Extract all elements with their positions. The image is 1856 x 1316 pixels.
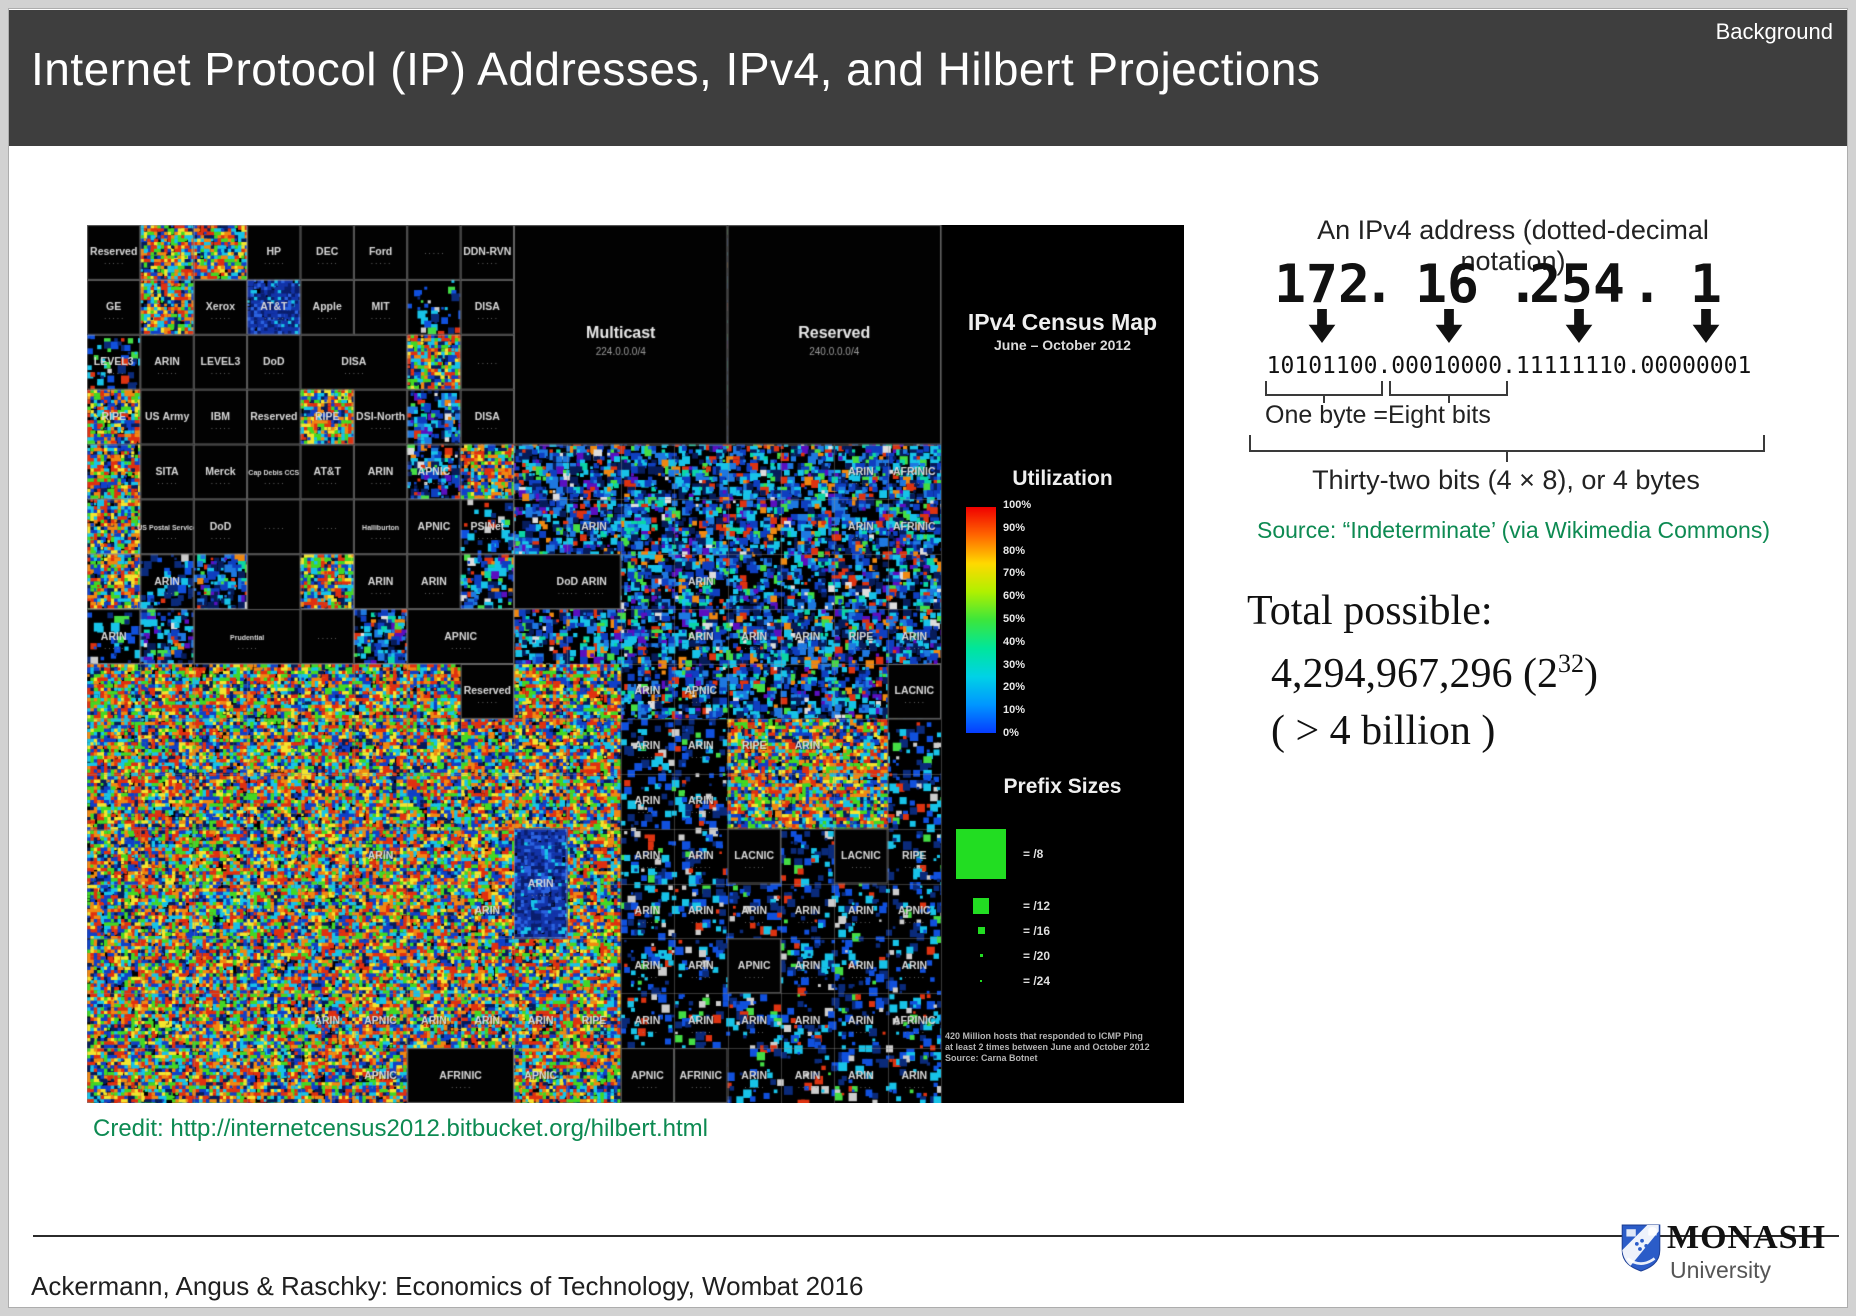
- utilization-tick-label: 100%: [1003, 499, 1032, 511]
- slide-title: Internet Protocol (IP) Addresses, IPv4, …: [31, 43, 1321, 95]
- census-map-title: IPv4 Census Map: [967, 309, 1158, 335]
- monash-wordmark: MONASH: [1667, 1219, 1826, 1256]
- footer-attribution: Ackermann, Angus & Raschky: Economics of…: [31, 1271, 864, 1301]
- utilization-tick-label: 10%: [1003, 704, 1026, 717]
- prefix-square-icon: [979, 954, 983, 957]
- prefix-item: = /16: [945, 918, 1181, 943]
- thirty-two-bits-label: Thirty-two bits (4 × 8), or 4 bytes: [1312, 465, 1700, 495]
- prefix-item-label: = /12: [1023, 898, 1051, 913]
- header-bar: Internet Protocol (IP) Addresses, IPv4, …: [9, 10, 1847, 146]
- prefix-square-icon: [980, 979, 982, 982]
- census-map-legend: IPv4 Census Map June – October 2012 Util…: [941, 225, 1184, 1103]
- prefix-item-label: = /20: [1023, 948, 1051, 963]
- total-possible-value: 4,294,967,296 (232): [1271, 649, 1598, 698]
- census-map-canvas: [87, 225, 1184, 1103]
- utilization-tick-label: 20%: [1003, 681, 1026, 694]
- census-map-subtitle: June – October 2012: [994, 337, 1131, 353]
- binary-row: 10101100.00010000.11111110.00000001: [1266, 353, 1752, 379]
- prefix-square-icon: [977, 927, 985, 934]
- octet-3: 254: [1529, 254, 1625, 315]
- utilization-tick-label: 50%: [1003, 612, 1026, 625]
- utilization-tick-label: 70%: [1003, 567, 1026, 580]
- monash-university-label: University: [1670, 1257, 1771, 1283]
- total-possible-heading: Total possible:: [1247, 588, 1493, 634]
- byte-bracket-2: [1389, 381, 1508, 396]
- prefix-items: = /8 = /12 = /16 = /20 = /24: [945, 825, 1181, 993]
- utilization-tick-label: 30%: [1003, 658, 1026, 671]
- total-approx: ( > 4 billion ): [1271, 708, 1496, 754]
- octet-4: 1: [1690, 254, 1722, 315]
- image-source-note: Source: “Indeterminate’ (via Wikimedia C…: [1257, 517, 1770, 543]
- octet-dot-2: .: [1507, 254, 1539, 315]
- prefix-square-icon: [973, 897, 989, 914]
- prefix-item-label: = /24: [1023, 973, 1051, 988]
- byte-bracket-1: [1265, 381, 1383, 396]
- credit-link[interactable]: Credit: http://internetcensus2012.bitbuc…: [93, 1115, 708, 1142]
- down-arrow-icon: [1692, 309, 1720, 343]
- utilization-title: Utilization: [1012, 467, 1113, 490]
- thirty-two-bits-bracket: [1249, 435, 1765, 452]
- utilization-tick-label: 60%: [1003, 590, 1026, 603]
- map-footnote-line: 420 Million hosts that responded to ICMP…: [945, 1031, 1143, 1041]
- monash-shield-icon: [1621, 1224, 1661, 1272]
- octet-dot-1: .: [1363, 254, 1395, 315]
- utilization-tick-label: 0%: [1003, 726, 1019, 739]
- map-footnote-line: at least 2 times between June and Octobe…: [945, 1042, 1150, 1052]
- utilization-tick-label: 90%: [1003, 521, 1026, 534]
- octet-dot-3: .: [1631, 254, 1663, 315]
- prefix-item: = /20: [945, 943, 1181, 968]
- total-value-close: ): [1584, 651, 1598, 697]
- section-tag: Background: [1715, 19, 1833, 44]
- byte-label: One byte =Eight bits: [1265, 401, 1491, 429]
- down-arrow-icon: [1565, 309, 1593, 343]
- footer-divider: [33, 1235, 1839, 1237]
- utilization-tick-label: 80%: [1003, 544, 1026, 557]
- prefix-item: = /12: [945, 893, 1181, 918]
- prefix-square-icon: [956, 829, 1006, 879]
- slide: Internet Protocol (IP) Addresses, IPv4, …: [8, 8, 1848, 1308]
- prefix-item-label: = /8: [1023, 847, 1044, 861]
- total-value-text: 4,294,967,296 (2: [1271, 651, 1558, 697]
- prefix-item: = /8: [945, 825, 1181, 883]
- down-arrow-icon: [1435, 309, 1463, 343]
- utilization-gradient-bar: [966, 507, 996, 733]
- map-footnote-line: Source: Carna Botnet: [945, 1053, 1038, 1063]
- total-value-exponent: 32: [1558, 649, 1584, 678]
- utilization-tick-label: 40%: [1003, 635, 1026, 648]
- down-arrow-icon: [1308, 309, 1336, 343]
- prefix-sizes-title: Prefix Sizes: [1003, 775, 1122, 798]
- prefix-item-label: = /16: [1023, 923, 1051, 938]
- prefix-item: = /24: [945, 968, 1181, 993]
- octet-1: 172: [1274, 254, 1370, 315]
- ipv4-census-map: IPv4 Census Map June – October 2012 Util…: [87, 225, 1184, 1103]
- map-footnote: 420 Million hosts that responded to ICMP…: [945, 1031, 1177, 1064]
- ipv4-address-caption: An IPv4 address (dotted-decimal notation…: [1317, 215, 1709, 276]
- octet-2: 16: [1415, 254, 1479, 315]
- monash-logo: MONASH University: [1621, 1219, 1841, 1291]
- utilization-scale-labels: 100% 90% 80% 70% 60% 50% 40% 30% 20% 10% 0%: [1003, 499, 1031, 739]
